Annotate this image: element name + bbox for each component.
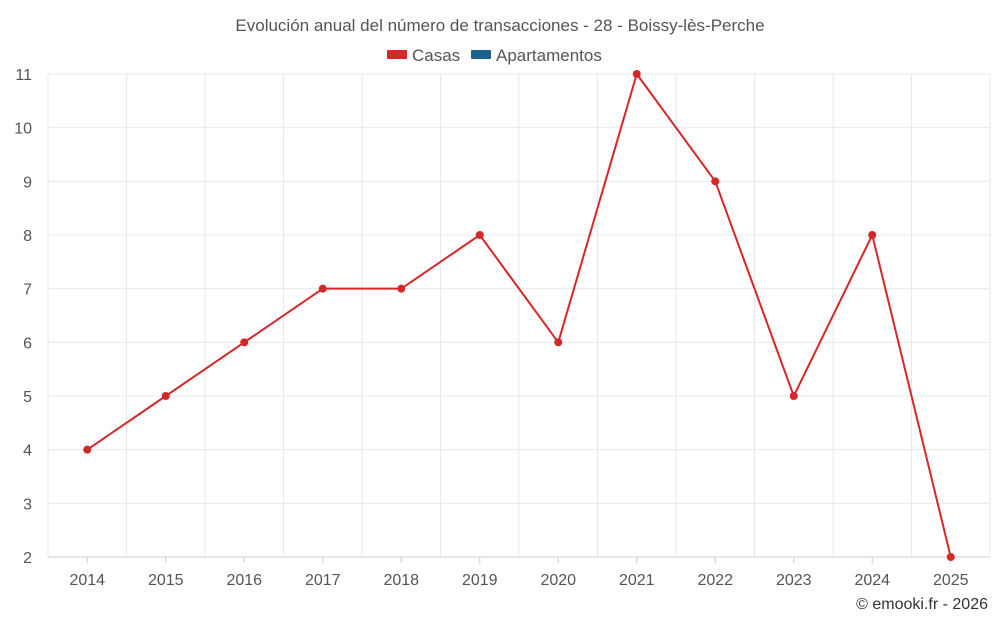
series-line-casas	[86, 73, 952, 558]
data-point[interactable]	[318, 284, 327, 293]
data-point[interactable]	[868, 231, 877, 239]
data-point[interactable]	[161, 392, 170, 400]
y-tick-label: 11	[15, 67, 32, 84]
x-tick-label: 2023	[776, 572, 812, 589]
data-point[interactable]	[946, 553, 955, 561]
x-tick-label: 2014	[69, 572, 105, 589]
credit-text: © emooki.fr - 2026	[856, 596, 988, 613]
y-tick-label: 10	[14, 121, 32, 138]
x-tick-label: 2016	[226, 572, 262, 589]
legend-label-casas: Casas	[412, 46, 460, 65]
data-point[interactable]	[475, 231, 484, 239]
y-tick-label: 8	[23, 228, 32, 245]
legend-swatch-apartamentos	[471, 50, 491, 59]
x-tick-label: 2017	[305, 572, 341, 589]
data-point[interactable]	[711, 177, 720, 186]
data-point[interactable]	[632, 70, 641, 78]
legend-item-apartamentos[interactable]: Apartamentos	[471, 46, 602, 65]
x-tick-label: 2020	[540, 572, 576, 589]
x-tick-label: 2015	[148, 572, 184, 589]
legend: Casas Apartamentos	[387, 46, 602, 65]
x-tick-label: 2022	[697, 572, 733, 589]
x-tick-label: 2018	[383, 572, 419, 589]
y-tick-label: 4	[23, 443, 32, 460]
data-point[interactable]	[789, 392, 798, 400]
y-tick-label: 9	[23, 174, 32, 191]
legend-item-casas[interactable]: Casas	[387, 46, 460, 65]
chart-title: Evolución anual del número de transaccio…	[235, 16, 764, 35]
legend-label-apartamentos: Apartamentos	[496, 46, 602, 65]
grid	[47, 73, 991, 557]
x-tick-label: 2019	[462, 572, 498, 589]
y-tick-label: 5	[23, 389, 32, 406]
x-axis-ticks: 2014 2015 2016 2017 2018 2019 2020 2021 2022 2023…	[69, 572, 968, 589]
y-tick-label: 3	[23, 496, 32, 513]
legend-swatch-casas	[387, 50, 407, 59]
data-point[interactable]	[554, 338, 563, 347]
y-tick-label: 7	[23, 282, 32, 299]
data-point[interactable]	[240, 338, 249, 347]
x-tick-label: 2021	[619, 572, 655, 589]
data-point[interactable]	[83, 445, 92, 454]
y-tick-label: 2	[23, 550, 32, 567]
y-axis-ticks: 2 3 4 5 6 7 8 9 10 11	[14, 67, 32, 567]
x-tick-label: 2024	[854, 572, 890, 589]
x-tick-label: 2025	[933, 572, 969, 589]
axes	[48, 556, 990, 563]
data-point[interactable]	[397, 284, 406, 293]
y-tick-label: 6	[23, 335, 32, 352]
series	[83, 70, 955, 561]
